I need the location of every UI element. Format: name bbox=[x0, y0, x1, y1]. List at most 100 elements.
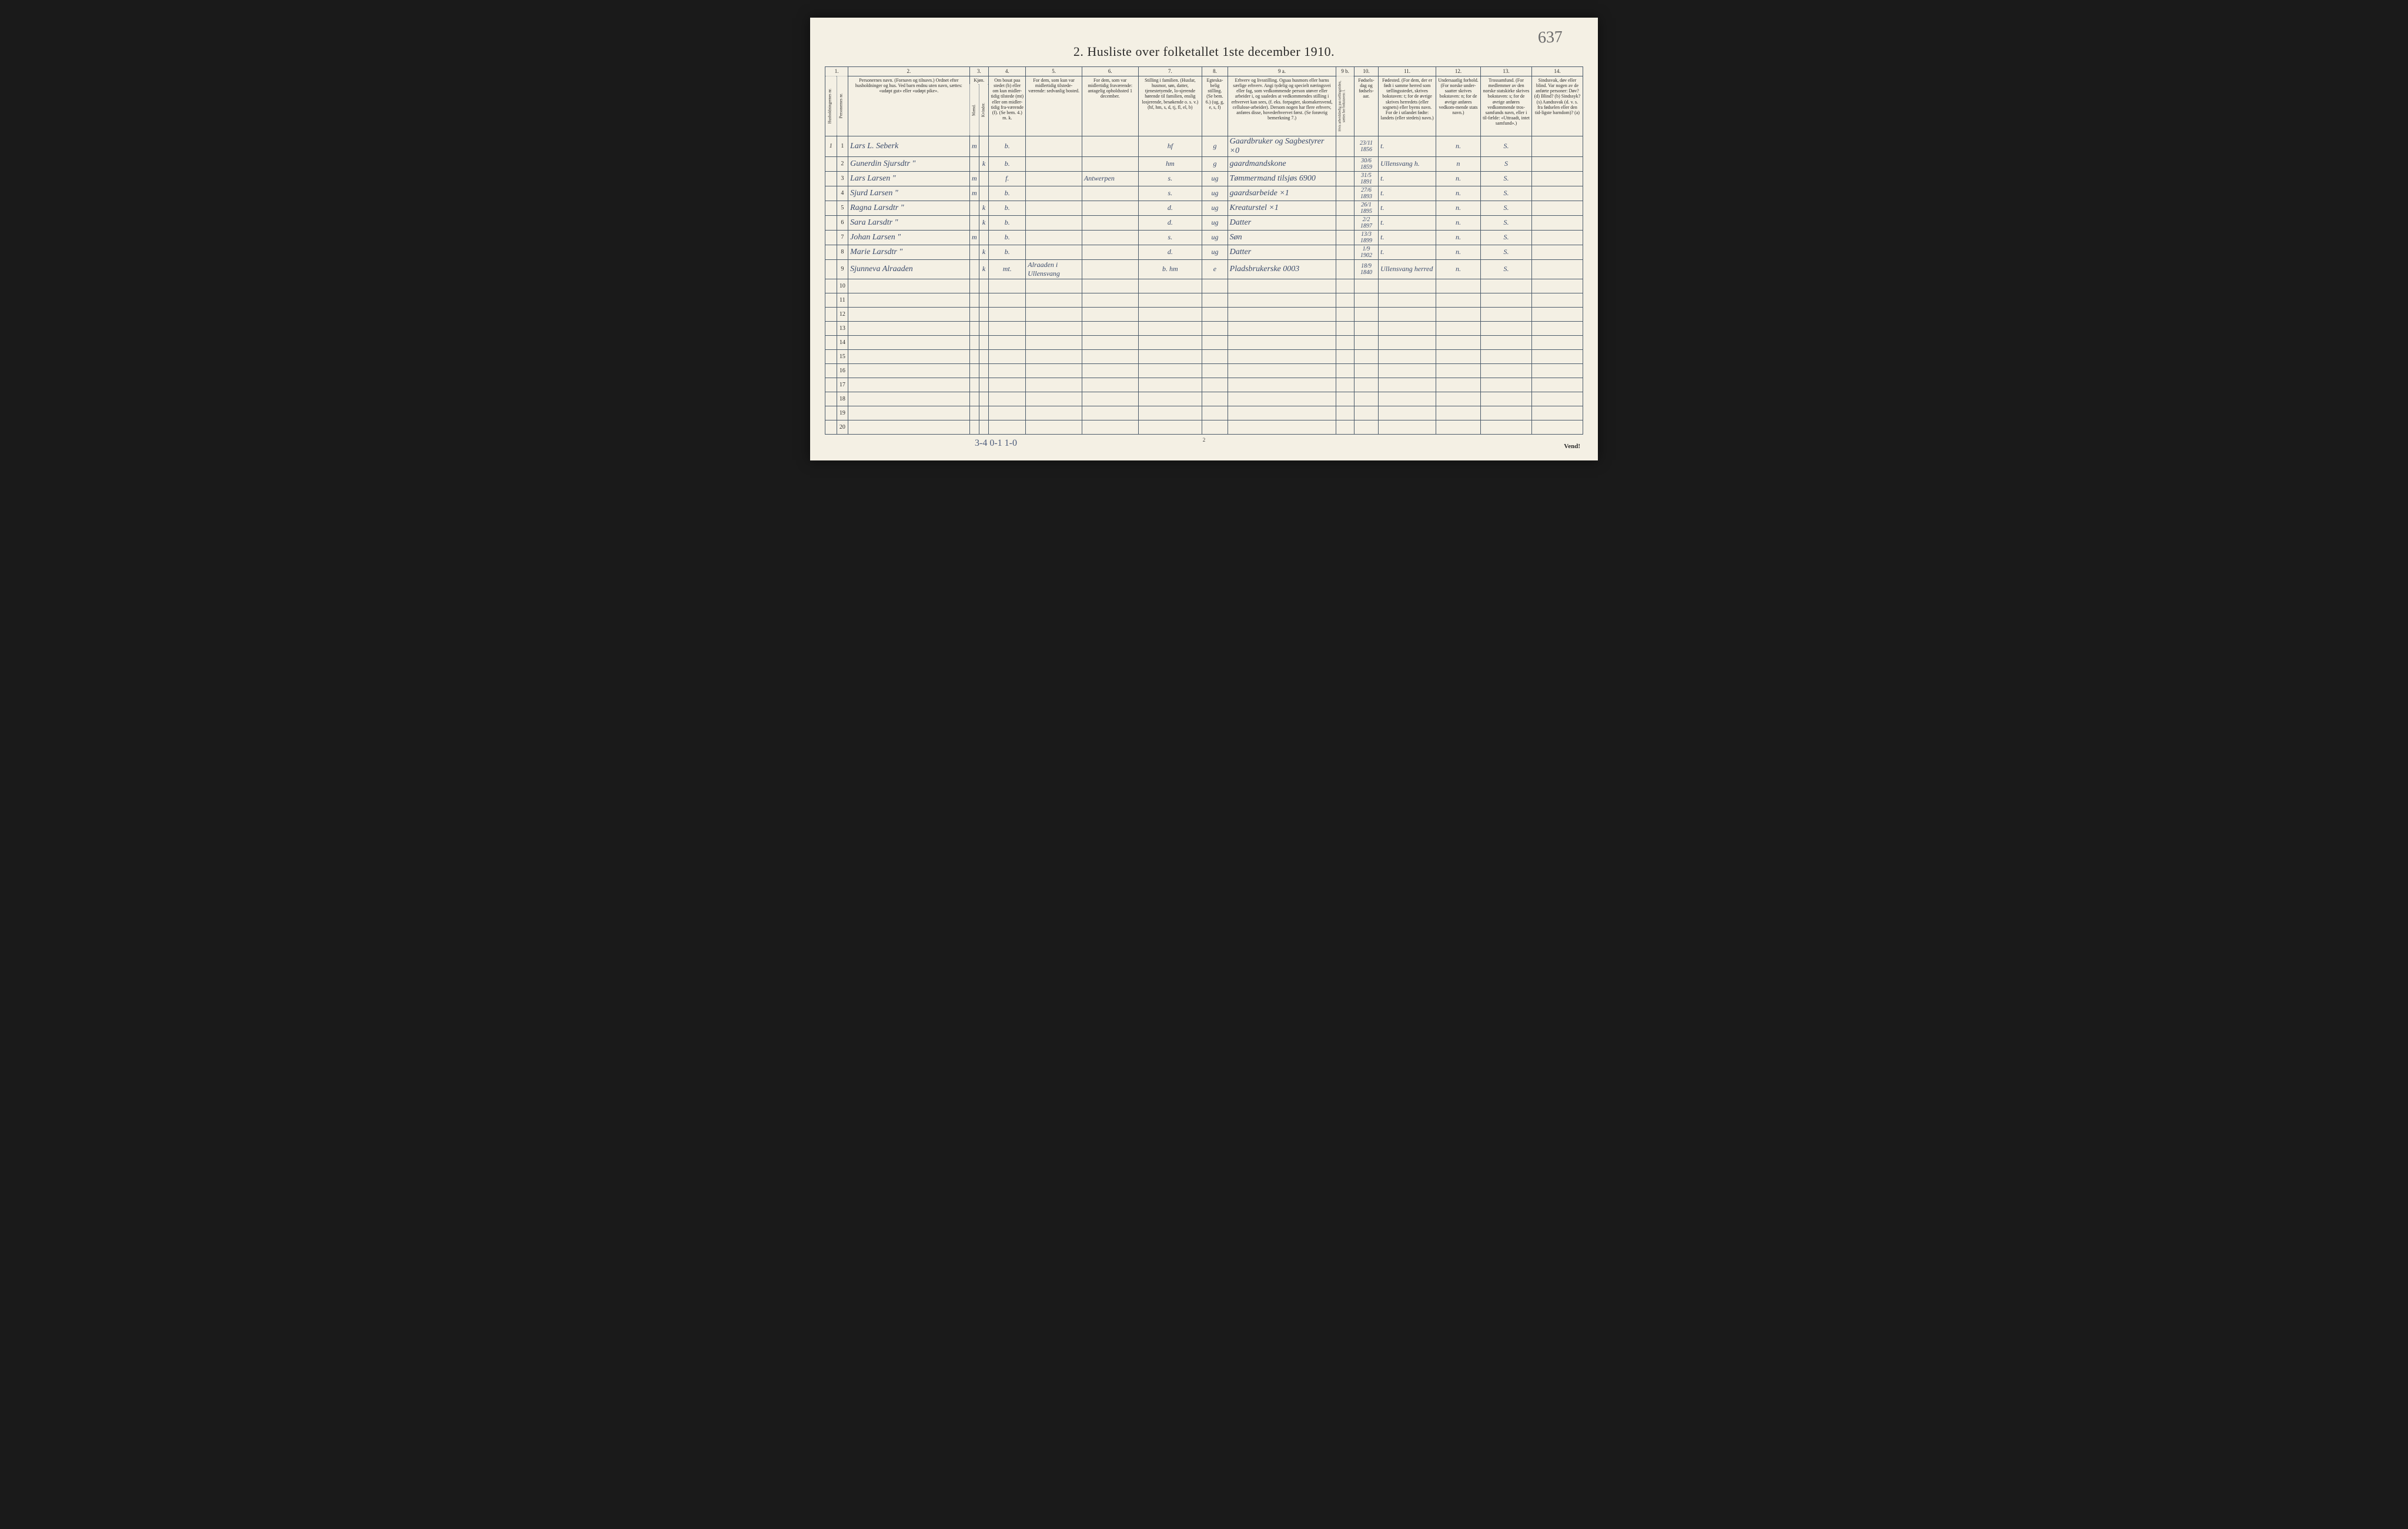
cell-bmt: f. bbox=[989, 171, 1026, 186]
cell-blank bbox=[1026, 420, 1082, 434]
cell-pn: 9 bbox=[837, 259, 848, 279]
cell-erh: Tømmermand tilsjøs 6900 bbox=[1228, 171, 1336, 186]
table-row: 6 Sara Larsdtr " k b. d. ug Datter 2/2 1… bbox=[825, 215, 1583, 230]
hdr-c1: Husholdningernes nr. bbox=[825, 76, 837, 136]
cell-blank bbox=[1202, 321, 1228, 335]
cell-bmt: b. bbox=[989, 136, 1026, 156]
cell-pn: 12 bbox=[837, 307, 848, 321]
cell-blank bbox=[1436, 349, 1480, 363]
cell-blank bbox=[1336, 392, 1354, 406]
table-header: 1. 2. 3. 4. 5. 6. 7. 8. 9 a. 9 b. 10. 11… bbox=[825, 67, 1583, 136]
cell-blank bbox=[1202, 307, 1228, 321]
cell-blank bbox=[1202, 349, 1228, 363]
cell-blank bbox=[1336, 321, 1354, 335]
cell-blank bbox=[979, 307, 988, 321]
cell-kv bbox=[979, 171, 988, 186]
hdr-c4: Om bosat paa stedet (b) eller om kun mid… bbox=[989, 76, 1026, 136]
cell-und: n. bbox=[1436, 186, 1480, 201]
cell-blank bbox=[989, 321, 1026, 335]
cell-und: n. bbox=[1436, 215, 1480, 230]
cell-tro: S. bbox=[1481, 186, 1532, 201]
cell-blank bbox=[825, 420, 837, 434]
cell-bmt: b. bbox=[989, 245, 1026, 259]
cell-blank bbox=[848, 279, 970, 293]
cell-eg: ug bbox=[1202, 245, 1228, 259]
cell-blank bbox=[848, 406, 970, 420]
cell-pn: 14 bbox=[837, 335, 848, 349]
cell-blank bbox=[1354, 363, 1378, 378]
cell-pn: 10 bbox=[837, 279, 848, 293]
cell-mk: m bbox=[969, 136, 979, 156]
cell-fam: d. bbox=[1138, 215, 1202, 230]
cell-blank bbox=[1481, 279, 1532, 293]
cell-bmt: b. bbox=[989, 230, 1026, 245]
cell-c6 bbox=[1082, 215, 1138, 230]
hdr-c3: Kjøn. bbox=[969, 76, 989, 84]
cell-fam: hm bbox=[1138, 156, 1202, 171]
cell-kv: k bbox=[979, 245, 988, 259]
colnum-9b: 9 b. bbox=[1336, 67, 1354, 76]
cell-blank bbox=[1481, 321, 1532, 335]
cell-pn: 6 bbox=[837, 215, 848, 230]
cell-blank bbox=[979, 279, 988, 293]
cell-blank bbox=[1138, 279, 1202, 293]
table-row-blank: 17 bbox=[825, 378, 1583, 392]
cell-blank bbox=[969, 392, 979, 406]
census-table: 1. 2. 3. 4. 5. 6. 7. 8. 9 a. 9 b. 10. 11… bbox=[825, 66, 1583, 435]
cell-fam: s. bbox=[1138, 171, 1202, 186]
cell-blank bbox=[1481, 349, 1532, 363]
cell-blank bbox=[1379, 420, 1436, 434]
cell-blank bbox=[979, 363, 988, 378]
cell-blank bbox=[1379, 293, 1436, 307]
table-row: 2 Gunerdin Sjursdtr " k b. hm g gaardman… bbox=[825, 156, 1583, 171]
table-body: 1 1 Lars L. Seberk m b. hf g Gaardbruker… bbox=[825, 136, 1583, 434]
cell-dob: 31/5 1891 bbox=[1354, 171, 1378, 186]
cell-blank bbox=[969, 321, 979, 335]
cell-pn: 1 bbox=[837, 136, 848, 156]
cell-blank bbox=[1336, 335, 1354, 349]
cell-blank bbox=[969, 307, 979, 321]
cell-eg: e bbox=[1202, 259, 1228, 279]
cell-blank bbox=[1026, 406, 1082, 420]
cell-blank bbox=[989, 420, 1026, 434]
cell-c14 bbox=[1531, 156, 1583, 171]
colnum-5: 5. bbox=[1026, 67, 1082, 76]
cell-fsted: t. bbox=[1379, 230, 1436, 245]
cell-blank bbox=[1531, 293, 1583, 307]
cell-und: n. bbox=[1436, 136, 1480, 156]
cell-blank bbox=[1531, 420, 1583, 434]
cell-blank bbox=[1354, 378, 1378, 392]
hdr-c3a: Mænd. bbox=[969, 84, 979, 136]
cell-blank bbox=[989, 378, 1026, 392]
cell-blank bbox=[1379, 378, 1436, 392]
cell-blank bbox=[1436, 363, 1480, 378]
cell-hh: 1 bbox=[825, 136, 837, 156]
cell-kv: k bbox=[979, 201, 988, 215]
cell-blank bbox=[1531, 279, 1583, 293]
cell-c6 bbox=[1082, 245, 1138, 259]
cell-c6 bbox=[1082, 230, 1138, 245]
table-row: 9 Sjunneva Alraaden k mt. Alraaden i Ull… bbox=[825, 259, 1583, 279]
cell-pn: 16 bbox=[837, 363, 848, 378]
cell-blank bbox=[1436, 293, 1480, 307]
cell-blank bbox=[1379, 279, 1436, 293]
cell-pn: 11 bbox=[837, 293, 848, 307]
cell-erh: Datter bbox=[1228, 215, 1336, 230]
cell-c6: Antwerpen bbox=[1082, 171, 1138, 186]
hdr-c9b: Hvis arbeidsledig paa tællingstiden, sæt… bbox=[1336, 76, 1354, 136]
cell-und: n. bbox=[1436, 230, 1480, 245]
cell-blank bbox=[1202, 378, 1228, 392]
hdr-c8: Egteska-belig stilling. (Se bem. 6.) (ug… bbox=[1202, 76, 1228, 136]
cell-tro: S bbox=[1481, 156, 1532, 171]
cell-mk bbox=[969, 215, 979, 230]
cell-eg: g bbox=[1202, 156, 1228, 171]
cell-blank bbox=[979, 378, 988, 392]
cell-blank bbox=[969, 406, 979, 420]
cell-hh bbox=[825, 171, 837, 186]
cell-blank bbox=[1138, 406, 1202, 420]
cell-blank bbox=[1082, 363, 1138, 378]
cell-mk: m bbox=[969, 171, 979, 186]
cell-c14 bbox=[1531, 245, 1583, 259]
cell-fam: d. bbox=[1138, 201, 1202, 215]
cell-dob: 18/9 1840 bbox=[1354, 259, 1378, 279]
